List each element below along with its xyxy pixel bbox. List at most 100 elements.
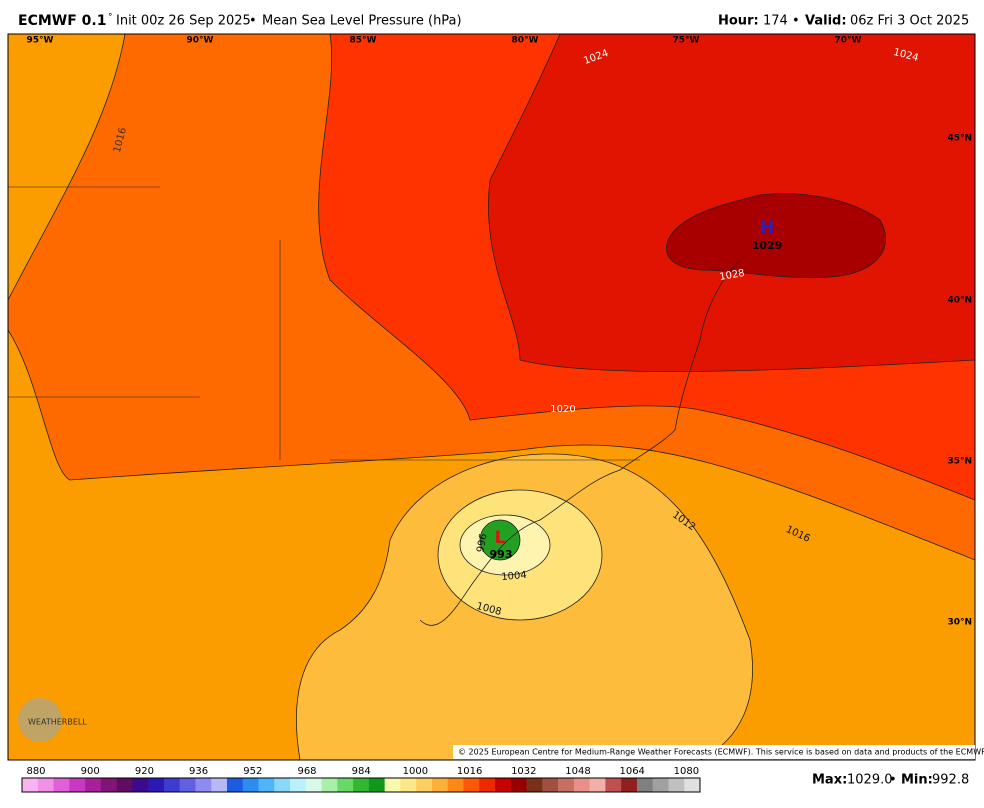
colorbar-swatch	[684, 778, 701, 792]
colorbar-label: 1064	[619, 766, 644, 777]
colorbar-swatch	[258, 778, 275, 792]
colorbar-swatch	[148, 778, 165, 792]
colorbar	[22, 778, 701, 792]
colorbar-swatch	[447, 778, 464, 792]
colorbar-swatch	[636, 778, 653, 792]
colorbar-label: 1080	[674, 766, 699, 777]
colorbar-swatch	[621, 778, 638, 792]
colorbar-swatch	[510, 778, 527, 792]
sep: •	[889, 773, 897, 788]
init: Init 00z 26 Sep 2025	[116, 14, 251, 29]
max: 1029.0	[847, 773, 893, 788]
colorbar-swatch	[495, 778, 512, 792]
borders	[8, 186, 640, 461]
colorbar-swatch	[400, 778, 417, 792]
latitude-label: 35°N	[947, 457, 972, 467]
colorbar-swatch	[479, 778, 496, 792]
colorbar-swatch	[321, 778, 338, 792]
colorbar-label: 900	[81, 766, 100, 777]
high-value: 1029	[752, 239, 783, 252]
colorbar-label: 1048	[565, 766, 590, 777]
colorbar-label: 952	[243, 766, 262, 777]
longitude-label: 70°W	[835, 36, 862, 46]
colorbar-swatch	[37, 778, 54, 792]
colorbar-swatch	[605, 778, 622, 792]
colorbar-label: 1016	[457, 766, 482, 777]
latitude-label: 30°N	[947, 618, 972, 628]
colorbar-swatch	[195, 778, 212, 792]
map: WEATHERBELL © 2025 European Centre for M…	[7, 33, 984, 761]
sep: •	[249, 14, 257, 29]
colorbar-swatch	[463, 778, 480, 792]
min-label: Min:	[901, 773, 933, 788]
colorbar-swatch	[431, 778, 449, 792]
longitude-label: 85°W	[350, 36, 377, 46]
latitude-label: 45°N	[947, 134, 972, 144]
colorbar-swatch	[305, 778, 322, 792]
colorbar-swatch	[274, 778, 291, 792]
valid: 06z Fri 3 Oct 2025	[850, 14, 969, 29]
logo-mark	[18, 698, 62, 742]
latitude-label: 40°N	[947, 296, 972, 306]
colorbar-swatch	[69, 778, 86, 792]
colorbar-swatch	[85, 778, 102, 792]
hour: 174	[763, 14, 788, 29]
contour-label: 1028	[719, 268, 746, 283]
colorbar-swatch	[652, 778, 669, 792]
colorbar-swatch	[53, 778, 70, 792]
colorbar-swatch	[116, 778, 133, 792]
colorbar-swatch	[100, 778, 117, 792]
model: ECMWF 0.1	[18, 13, 106, 29]
contour-label: 1020	[550, 404, 575, 415]
sep: •	[792, 14, 800, 29]
max-label: Max:	[812, 773, 847, 788]
low-value: 993	[490, 548, 513, 561]
colorbar-label: 1000	[403, 766, 428, 777]
min: 992.8	[932, 773, 969, 788]
colorbar-swatch	[526, 778, 543, 792]
credit: © 2025 European Centre for Medium-Range …	[458, 748, 984, 757]
colorbar-label: 880	[26, 766, 45, 777]
colorbar-swatch	[226, 778, 244, 792]
band-996	[479, 519, 521, 561]
colorbar-swatch	[353, 778, 370, 792]
contour-label: 996	[475, 533, 489, 554]
coastline	[419, 259, 741, 626]
longitude-label: 80°W	[512, 36, 539, 46]
logo: WEATHERBELL	[28, 718, 87, 727]
colorbar-swatch	[179, 778, 196, 792]
colorbar-swatch	[416, 778, 433, 792]
low-symbol: L	[495, 528, 506, 548]
colorbar-swatch	[22, 778, 39, 792]
map-frame	[7, 33, 976, 761]
colorbar-frame	[21, 777, 701, 793]
colorbar-swatch	[290, 778, 307, 792]
colorbar-swatch	[558, 778, 575, 792]
longitude-label: 75°W	[673, 36, 700, 46]
field: Mean Sea Level Pressure (hPa)	[262, 14, 462, 29]
high-symbol: H	[760, 218, 774, 238]
colorbar-label: 920	[135, 766, 154, 777]
colorbar-swatch	[573, 778, 590, 792]
hour-label: Hour:	[718, 14, 759, 29]
colorbar-swatch	[211, 778, 228, 792]
colorbar-swatch	[163, 778, 180, 792]
colorbar-label: 968	[297, 766, 316, 777]
longitude-label: 95°W	[27, 36, 54, 46]
colorbar-swatch	[368, 778, 385, 792]
colorbar-label: 936	[189, 766, 208, 777]
colorbar-swatch	[132, 778, 149, 792]
degree: °	[108, 13, 113, 23]
colorbar-label: 984	[352, 766, 371, 777]
band-1028	[666, 193, 886, 279]
colorbar-swatch	[668, 778, 685, 792]
colorbar-label: 1032	[511, 766, 536, 777]
colorbar-swatch	[242, 778, 259, 792]
colorbar-swatch	[384, 778, 401, 792]
colorbar-swatch	[589, 778, 606, 792]
contour-label: 1004	[501, 570, 527, 583]
colorbar-swatch	[542, 778, 559, 792]
colorbar-swatch	[337, 778, 354, 792]
